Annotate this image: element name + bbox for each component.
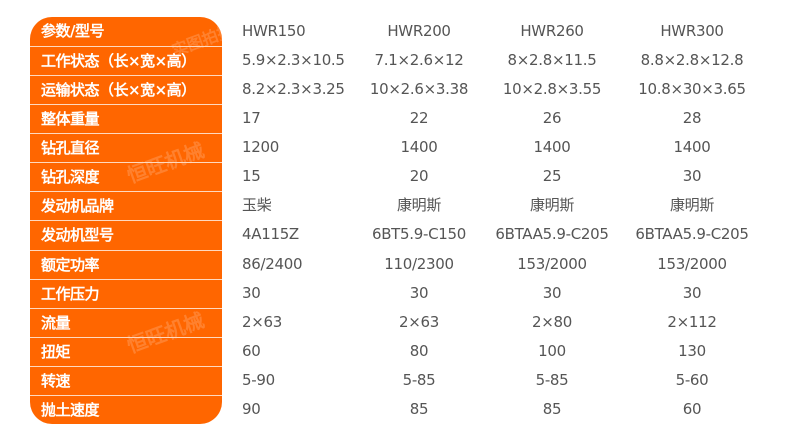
table-cell: 8×2.8×11.5 — [507, 51, 597, 70]
table-cell: 10.8×30×3.65 — [638, 80, 746, 99]
table-cell: 26 — [542, 109, 562, 128]
table-cell: 30 — [542, 283, 562, 302]
row-label: 参数/型号 — [41, 22, 104, 40]
table-cell: 153/2000 — [657, 254, 727, 273]
table-cell: 30 — [682, 167, 702, 186]
row-label: 整体重量 — [30, 104, 222, 133]
table-cell: 153/2000 — [517, 254, 587, 273]
table-cell: 1400 — [533, 138, 571, 157]
table-cell: 5.9×2.3×10.5 — [242, 51, 345, 70]
row-label: 工作压力 — [30, 278, 222, 308]
table-cell: 85 — [542, 399, 562, 418]
table-cell: 60 — [242, 341, 261, 360]
row-label: 发动机品牌 — [30, 191, 222, 220]
table-cell: 4A115Z — [242, 225, 299, 244]
row-label: 钻孔深度 — [30, 162, 222, 191]
row-label: 额定功率 — [30, 249, 222, 279]
table-cell: 30 — [242, 283, 261, 302]
table-cell: 2×63 — [399, 312, 439, 331]
table-cell: 康明斯 — [396, 196, 442, 215]
row-label: 运输状态（长×宽×高） — [30, 75, 222, 104]
table-cell: 30 — [682, 283, 702, 302]
table-cell: 15 — [242, 167, 261, 186]
table-cell: 2×63 — [242, 312, 282, 331]
row-label: 发动机型号 — [30, 220, 222, 249]
table-cell: 6BT5.9-C150 — [371, 225, 467, 244]
table-cell: 8.2×2.3×3.25 — [242, 80, 345, 99]
table-cell: 5-60 — [675, 370, 709, 389]
model-header: HWR260 — [520, 22, 584, 40]
table-cell: 10×2.8×3.55 — [502, 80, 602, 99]
table-cell: 22 — [409, 109, 429, 128]
model-header: HWR300 — [660, 22, 724, 40]
row-label: 工作状态（长×宽×高） — [30, 46, 222, 75]
table-cell: 6BTAA5.9-C205 — [495, 225, 609, 244]
table-cell: 30 — [409, 283, 429, 302]
table-cell: 6BTAA5.9-C205 — [635, 225, 749, 244]
table-cell: 5-90 — [242, 370, 275, 389]
table-cell: 玉柴 — [242, 196, 272, 215]
table-cell: 5-85 — [535, 370, 569, 389]
table-cell: 10×2.6×3.38 — [369, 80, 469, 99]
table-cell: 85 — [409, 399, 429, 418]
table-cell: 86/2400 — [242, 254, 303, 273]
table-cell: 25 — [542, 167, 562, 186]
table-cell: 1400 — [673, 138, 711, 157]
row-label: 钻孔直径 — [30, 133, 222, 162]
table-cell: 28 — [682, 109, 702, 128]
table-cell: 1200 — [242, 138, 279, 157]
table-cell: 130 — [678, 341, 706, 360]
row-label: 转速 — [30, 365, 222, 395]
table-cell: 90 — [242, 399, 261, 418]
table-cell: 110/2300 — [384, 254, 454, 273]
table-cell: 17 — [242, 109, 261, 128]
parameter-label-column: 实图拍摄 恒旺机械 恒旺机械 参数/型号 工作状态（长×宽×高） 运输状态（长×宽×… — [30, 17, 222, 424]
table-cell: 2×112 — [667, 312, 717, 331]
table-cell: 1400 — [400, 138, 438, 157]
table-cell: 60 — [682, 399, 702, 418]
table-cell: 康明斯 — [529, 196, 575, 215]
table-cell: 8.8×2.8×12.8 — [640, 51, 744, 70]
table-cell: 康明斯 — [669, 196, 715, 215]
row-label: 抛土速度 — [30, 394, 222, 424]
table-cell: 7.1×2.6×12 — [374, 51, 464, 70]
row-label: 流量 — [30, 307, 222, 337]
row-label: 扭矩 — [30, 336, 222, 366]
table-cell: 20 — [409, 167, 429, 186]
model-header: HWR150 — [242, 22, 306, 40]
model-header: HWR200 — [387, 22, 451, 40]
table-cell: 5-85 — [402, 370, 436, 389]
table-cell: 100 — [538, 341, 566, 360]
table-cell: 80 — [409, 341, 429, 360]
table-cell: 2×80 — [532, 312, 572, 331]
